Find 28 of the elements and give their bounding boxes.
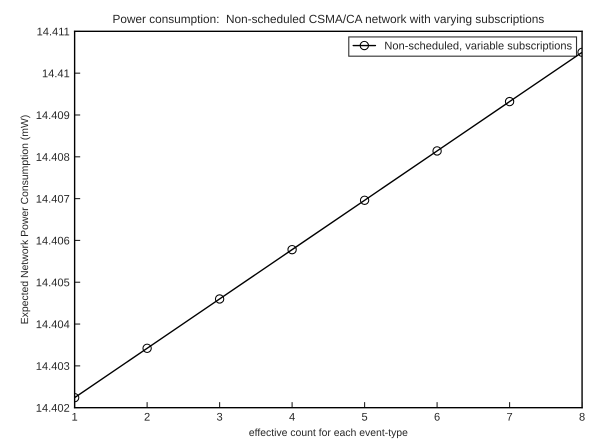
y-tick-label: 14.407 bbox=[36, 194, 70, 203]
point bbox=[504, 96, 514, 106]
point bbox=[142, 344, 152, 353]
y-tick-label: 14.408 bbox=[36, 153, 70, 161]
point bbox=[360, 196, 370, 205]
x-tick-label: 2 bbox=[144, 412, 150, 421]
y-tick-label: 14.403 bbox=[36, 362, 70, 370]
y-tick-label: 14.406 bbox=[36, 236, 70, 245]
chart-title: Power consumption: Non-scheduled CSMA/CA network with varying subscriptions bbox=[113, 14, 544, 26]
x-tick-label: 4 bbox=[289, 412, 295, 421]
y-tick-label: 14.404 bbox=[36, 320, 70, 328]
point bbox=[287, 244, 297, 254]
x-tick-label: 8 bbox=[579, 412, 585, 421]
point bbox=[432, 146, 442, 156]
y-tick-label: 14.402 bbox=[36, 404, 70, 412]
y-axis-title: Expected Network Power Consumption (mW) bbox=[20, 115, 30, 324]
x-tick-label: 3 bbox=[216, 412, 222, 421]
x-tick-label: 6 bbox=[434, 412, 440, 421]
y-tick-label: 14.405 bbox=[36, 278, 70, 286]
y-tick-label: 14.411 bbox=[37, 28, 70, 36]
x-axis-title: effective count for each event-type bbox=[249, 428, 408, 438]
x-tick-label: 7 bbox=[507, 412, 512, 421]
y-tick-label: 14.409 bbox=[36, 111, 70, 120]
point bbox=[214, 294, 224, 304]
x-tick-label: 1 bbox=[72, 412, 78, 421]
y-tick-label: 14.41 bbox=[42, 70, 70, 78]
legend-label: Non-scheduled, variable subscriptions bbox=[385, 41, 572, 52]
x-tick-label: 5 bbox=[362, 412, 368, 421]
